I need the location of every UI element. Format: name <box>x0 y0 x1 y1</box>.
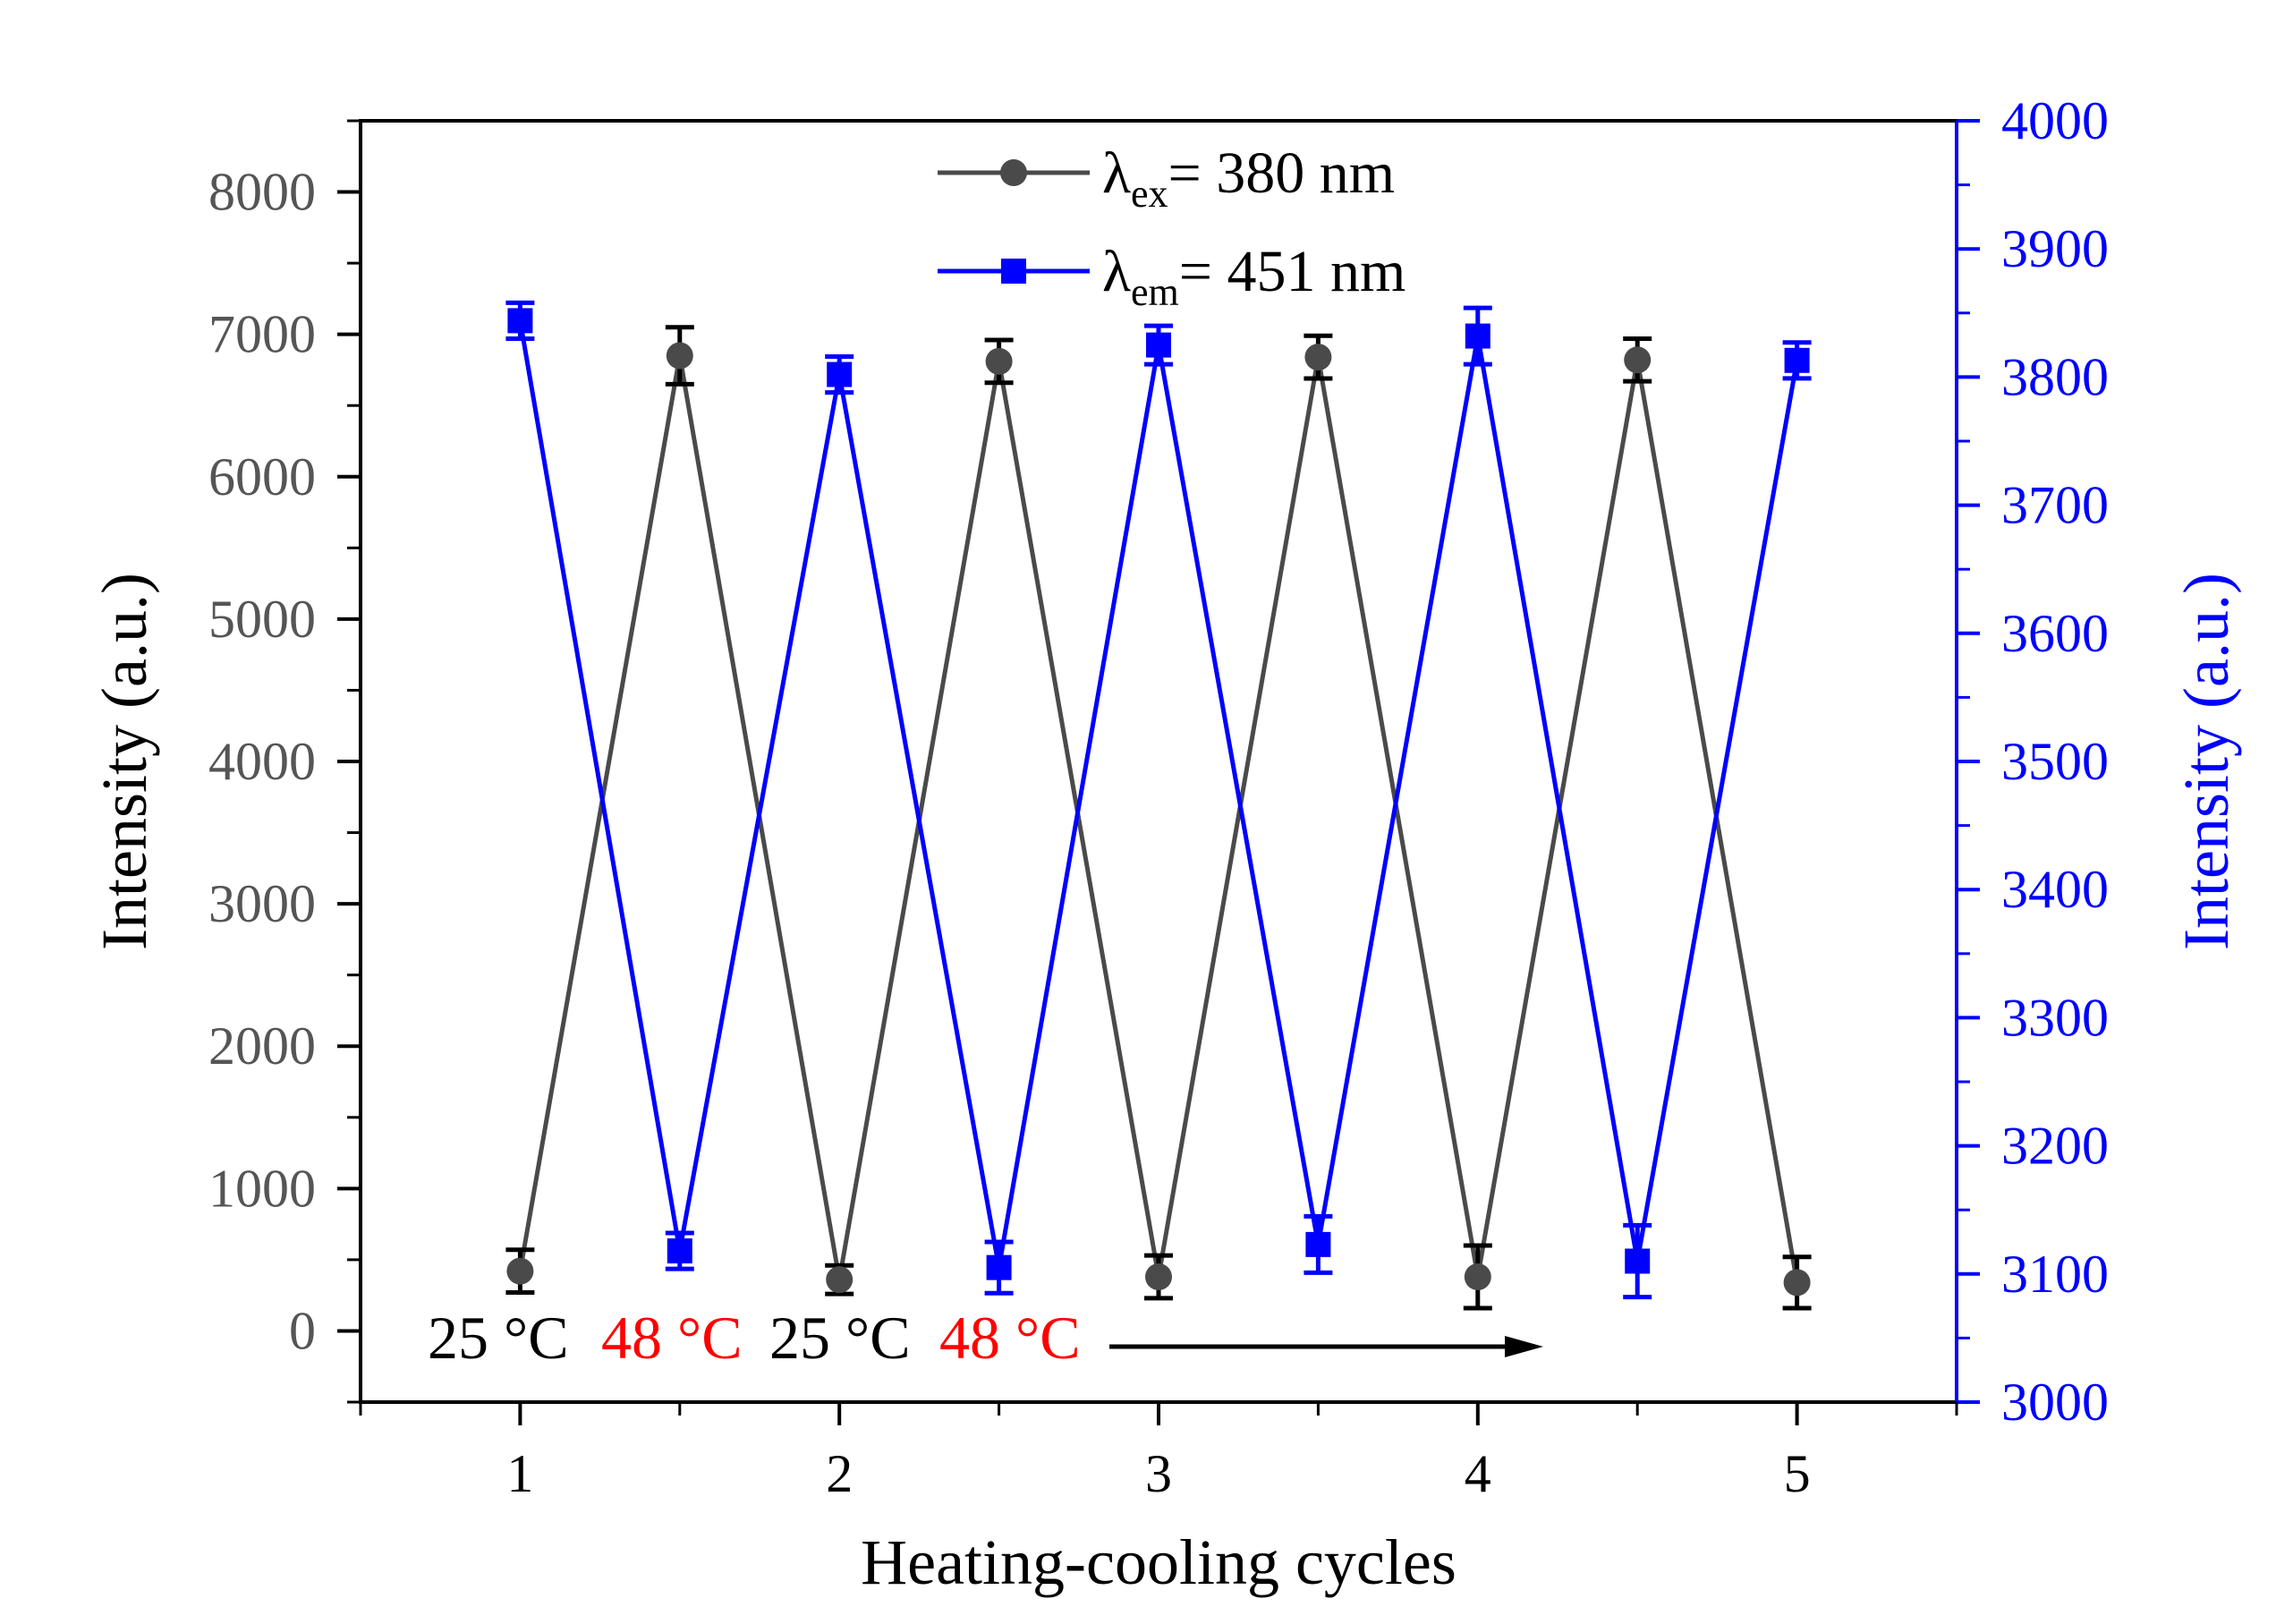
left-tick-label: 3000 <box>208 874 316 933</box>
right-tick-label: 3400 <box>2001 860 2109 919</box>
data-point <box>666 342 693 370</box>
data-point <box>1304 344 1332 371</box>
left-tick-label: 0 <box>289 1301 316 1360</box>
data-point <box>1784 347 1810 373</box>
x-tick-label: 4 <box>1465 1444 1491 1503</box>
data-point <box>1464 1263 1491 1290</box>
right-tick-label: 3800 <box>2001 347 2109 406</box>
data-point <box>985 347 1013 375</box>
right-tick-label: 3200 <box>2001 1117 2109 1176</box>
data-point <box>1465 323 1490 349</box>
data-point <box>507 308 533 334</box>
data-point <box>1305 1231 1331 1257</box>
left-tick-label: 7000 <box>208 305 316 364</box>
data-point <box>1625 1248 1651 1274</box>
series-line <box>517 319 1800 1269</box>
left-tick-label: 2000 <box>208 1016 316 1076</box>
legend-label: λex= 380 nm <box>1102 140 1395 216</box>
data-point <box>1624 346 1652 374</box>
left-tick-label: 6000 <box>208 447 316 506</box>
y-right-axis-label: Intensity (a.u.) <box>2170 573 2242 950</box>
data-point <box>1145 1263 1172 1290</box>
x-tick-label: 5 <box>1784 1444 1811 1503</box>
data-point <box>667 1238 692 1264</box>
data-point <box>827 361 853 387</box>
direction-arrow-head <box>1505 1336 1543 1357</box>
x-tick-label: 3 <box>1145 1444 1172 1503</box>
x-tick-label: 2 <box>826 1444 853 1503</box>
right-tick-label: 3600 <box>2001 604 2109 663</box>
right-tick-label: 3500 <box>2001 732 2109 791</box>
temperature-annotation: 25 °C <box>769 1304 911 1372</box>
right-tick-label: 3000 <box>2001 1373 2109 1432</box>
left-tick-label: 5000 <box>208 590 316 649</box>
legend-label: λem= 451 nm <box>1102 239 1406 314</box>
x-axis-label: Heating-cooling cycles <box>861 1526 1456 1598</box>
right-tick-label: 4000 <box>2001 91 2109 150</box>
data-point <box>986 1254 1012 1280</box>
right-tick-label: 3700 <box>2001 476 2109 535</box>
temperature-annotation: 48 °C <box>939 1304 1081 1372</box>
series-2 <box>505 300 1812 1300</box>
x-tick-label: 1 <box>506 1444 533 1503</box>
legend-marker <box>1000 159 1027 186</box>
right-tick-label: 3300 <box>2001 988 2109 1047</box>
y-left-axis-label: Intensity (a.u.) <box>89 573 160 950</box>
temperature-annotation: 48 °C <box>601 1304 743 1372</box>
series-line <box>517 355 1800 1283</box>
left-tick-label: 8000 <box>208 163 316 222</box>
temperature-annotation: 25 °C <box>428 1304 569 1372</box>
right-tick-label: 3100 <box>2001 1245 2109 1304</box>
right-tick-label: 3900 <box>2001 219 2109 278</box>
data-point <box>506 1257 534 1285</box>
series-1 <box>505 325 1812 1311</box>
legend-marker <box>1001 259 1026 284</box>
left-tick-label: 4000 <box>208 732 316 791</box>
data-point <box>1783 1269 1811 1297</box>
legend-item-1: λex= 380 nm <box>938 140 1395 216</box>
data-point <box>826 1266 854 1294</box>
legend-item-2: λem= 451 nm <box>938 239 1406 314</box>
data-point <box>1146 332 1171 358</box>
left-tick-label: 1000 <box>208 1159 316 1218</box>
